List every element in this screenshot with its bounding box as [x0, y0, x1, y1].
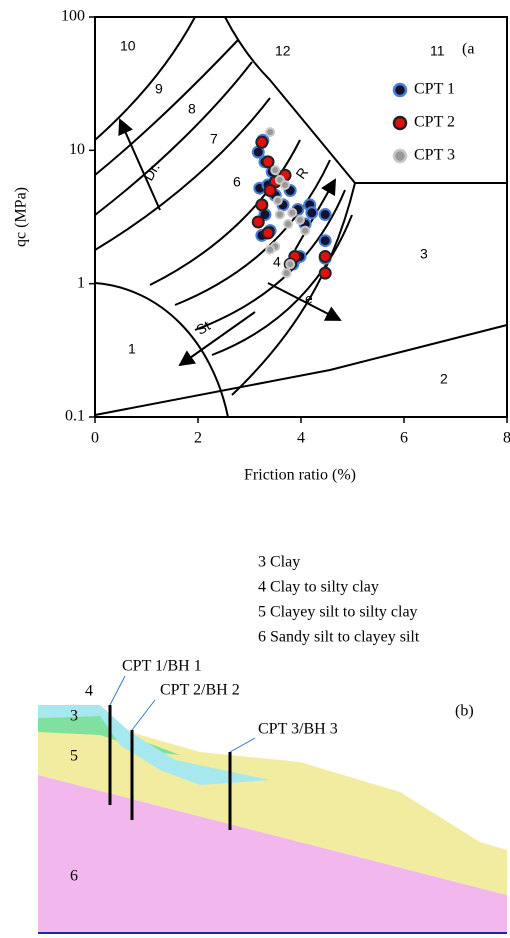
zone-label: 12 — [275, 43, 291, 59]
annotation: R — [292, 164, 311, 181]
point — [265, 127, 276, 138]
point — [255, 135, 269, 149]
point — [318, 234, 332, 248]
zone-label: 1 — [128, 341, 136, 357]
soil-legend-item: 4 Clay to silty clay — [258, 579, 379, 596]
point — [294, 215, 305, 226]
soil-legend-item: 5 Clayey silt to silty clay — [258, 604, 418, 621]
layer-4 — [38, 705, 270, 785]
point — [280, 179, 291, 190]
layer-label: 3 — [70, 708, 78, 725]
zone-label: 6 — [233, 174, 241, 190]
point — [305, 206, 319, 220]
zone-label: 3 — [420, 246, 428, 262]
x-tick-label: 8 — [503, 430, 510, 447]
legend-marker — [392, 148, 408, 164]
soil-profile: CPT 1/BH 1 CPT 2/BH 2 CPT 3/BH 3 (b) 4 3… — [38, 658, 507, 934]
point — [285, 259, 296, 270]
y-tick-label: 100 — [61, 8, 85, 25]
point — [255, 198, 269, 212]
borehole-label: CPT 1/BH 1 — [122, 658, 202, 675]
layer-label: 4 — [85, 683, 93, 700]
soil-legend-item: 3 Clay — [258, 554, 300, 571]
y-axis-label: qc (MPa) — [13, 187, 30, 247]
legend-marker — [392, 82, 408, 98]
zone-label: 4 — [273, 254, 281, 270]
annotation: St — [193, 317, 213, 338]
point — [261, 226, 275, 240]
point — [281, 268, 292, 279]
x-axis-label: Friction ratio (%) — [244, 467, 356, 484]
x-tick-label: 6 — [400, 430, 408, 447]
point — [272, 195, 283, 206]
point — [318, 266, 332, 280]
y-tick-label: 10 — [69, 141, 85, 158]
y-tick-label: 1 — [77, 274, 85, 291]
panel-label: (a — [462, 41, 474, 58]
point — [263, 183, 277, 197]
leader-line — [229, 737, 256, 753]
annotation: e — [305, 291, 313, 307]
x-tick-label: 0 — [91, 430, 99, 447]
point — [261, 155, 275, 169]
point — [251, 215, 265, 229]
panel-label: (b) — [455, 703, 474, 720]
zone-label: 10 — [120, 38, 136, 54]
leader-line — [131, 699, 156, 731]
layer-label: 5 — [70, 748, 78, 765]
borehole-label: CPT 2/BH 2 — [160, 682, 240, 699]
layer-label: 6 — [70, 868, 78, 885]
point — [300, 225, 311, 236]
legend-label: CPT 3 — [414, 147, 455, 164]
point — [270, 165, 281, 176]
y-tick-label: 0.1 — [65, 408, 85, 425]
legend-marker — [392, 115, 408, 131]
zone-label: 11 — [430, 43, 445, 59]
annotation: Dr. — [140, 160, 163, 183]
point — [287, 207, 298, 218]
leader-line — [109, 675, 126, 706]
point — [318, 249, 332, 263]
point — [318, 208, 332, 222]
borehole-label: CPT 3/BH 3 — [258, 721, 338, 738]
zone-label: 8 — [188, 101, 196, 117]
soil-legend: 3 Clay 4 Clay to silty clay 5 Clayey sil… — [258, 554, 420, 646]
x-tick-label: 2 — [194, 430, 202, 447]
zone-label: 7 — [210, 131, 218, 147]
point — [283, 219, 294, 230]
layer-6 — [38, 775, 507, 933]
zone-label: 2 — [440, 371, 448, 387]
legend-label: CPT 2 — [414, 114, 455, 131]
zone-label: 9 — [155, 81, 163, 97]
legend-label: CPT 1 — [414, 81, 455, 98]
soil-legend-item: 6 Sandy silt to clayey silt — [258, 629, 420, 646]
x-tick-label: 4 — [297, 430, 305, 447]
point — [265, 244, 276, 255]
point — [274, 209, 285, 220]
